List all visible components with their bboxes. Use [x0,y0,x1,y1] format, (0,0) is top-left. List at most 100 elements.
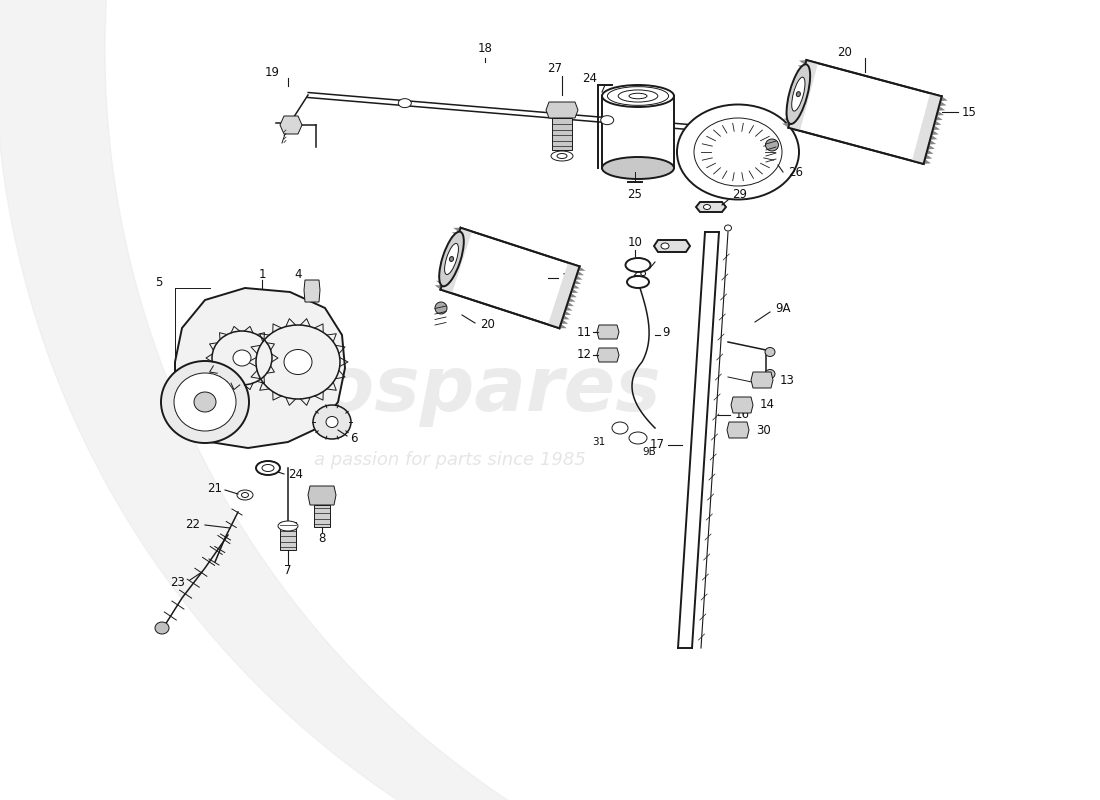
Polygon shape [576,271,584,275]
Ellipse shape [551,151,573,161]
Polygon shape [572,284,580,289]
Text: 9A: 9A [776,302,791,314]
Polygon shape [791,89,799,94]
Polygon shape [796,70,804,74]
Bar [552,118,572,150]
Polygon shape [563,310,571,315]
Polygon shape [939,101,946,106]
Text: 9B: 9B [642,447,656,457]
Polygon shape [574,280,581,284]
Text: 23: 23 [170,575,185,589]
Ellipse shape [194,392,216,412]
Polygon shape [175,288,345,448]
Polygon shape [597,325,619,339]
Ellipse shape [314,405,351,439]
Polygon shape [782,123,790,128]
Bar [440,228,472,294]
Polygon shape [794,79,801,84]
Text: 27: 27 [548,62,562,74]
Text: 24: 24 [583,71,597,85]
Ellipse shape [398,98,411,108]
Ellipse shape [262,465,274,471]
Polygon shape [789,98,796,103]
Polygon shape [440,267,448,272]
Ellipse shape [786,64,810,124]
Ellipse shape [557,154,566,158]
Polygon shape [788,103,795,108]
Ellipse shape [284,350,312,374]
Text: 7: 7 [284,563,292,577]
Polygon shape [934,121,942,126]
Polygon shape [560,324,566,328]
Ellipse shape [764,347,776,357]
Polygon shape [438,276,444,281]
Bar [912,94,942,164]
Polygon shape [578,266,585,271]
Text: 15: 15 [962,106,977,118]
Polygon shape [597,348,619,362]
Polygon shape [935,116,943,121]
Ellipse shape [256,461,280,475]
Polygon shape [654,240,690,252]
Text: 8: 8 [318,531,326,545]
Polygon shape [452,232,459,237]
Ellipse shape [704,205,711,210]
Polygon shape [933,126,940,130]
Bar [280,522,296,550]
Text: 28: 28 [632,266,648,278]
Text: a passion for parts since 1985: a passion for parts since 1985 [315,451,586,469]
Bar [602,96,674,168]
Text: 24: 24 [288,469,302,482]
Ellipse shape [612,422,628,434]
Text: 19: 19 [264,66,279,78]
Polygon shape [784,114,792,118]
Ellipse shape [236,490,253,500]
Text: 6: 6 [350,431,358,445]
Polygon shape [546,102,578,118]
Polygon shape [799,60,806,65]
Polygon shape [449,241,456,246]
Polygon shape [566,302,574,306]
Bar [789,60,942,164]
Polygon shape [751,372,773,388]
Text: 4: 4 [295,269,301,282]
Text: 11: 11 [578,326,592,338]
Text: 17: 17 [650,438,666,451]
Polygon shape [798,65,805,70]
Polygon shape [436,281,443,285]
Polygon shape [450,237,458,241]
Text: 22: 22 [185,518,200,531]
Polygon shape [453,228,461,232]
Polygon shape [786,108,793,114]
Bar [314,505,330,527]
Ellipse shape [661,243,669,249]
Ellipse shape [796,92,801,97]
Text: 15: 15 [562,271,576,285]
Text: 5: 5 [155,275,163,289]
Ellipse shape [326,417,338,427]
Bar [548,262,580,328]
Polygon shape [932,130,938,135]
Ellipse shape [626,258,650,272]
Text: 10: 10 [628,235,642,249]
Ellipse shape [602,85,674,107]
Ellipse shape [444,243,459,274]
Polygon shape [308,486,336,505]
Ellipse shape [694,118,782,186]
Polygon shape [795,74,803,79]
Polygon shape [562,315,570,319]
Text: 14: 14 [760,398,775,411]
Polygon shape [444,254,452,258]
Polygon shape [448,246,455,250]
Text: 12: 12 [578,349,592,362]
Polygon shape [571,289,579,293]
Bar [440,228,580,328]
Text: 20: 20 [480,318,495,331]
Text: 20: 20 [837,46,852,58]
Text: 25: 25 [628,189,642,202]
Polygon shape [732,397,754,413]
Polygon shape [930,135,937,140]
Ellipse shape [676,105,799,199]
Ellipse shape [439,232,464,286]
Text: 30: 30 [756,423,771,437]
